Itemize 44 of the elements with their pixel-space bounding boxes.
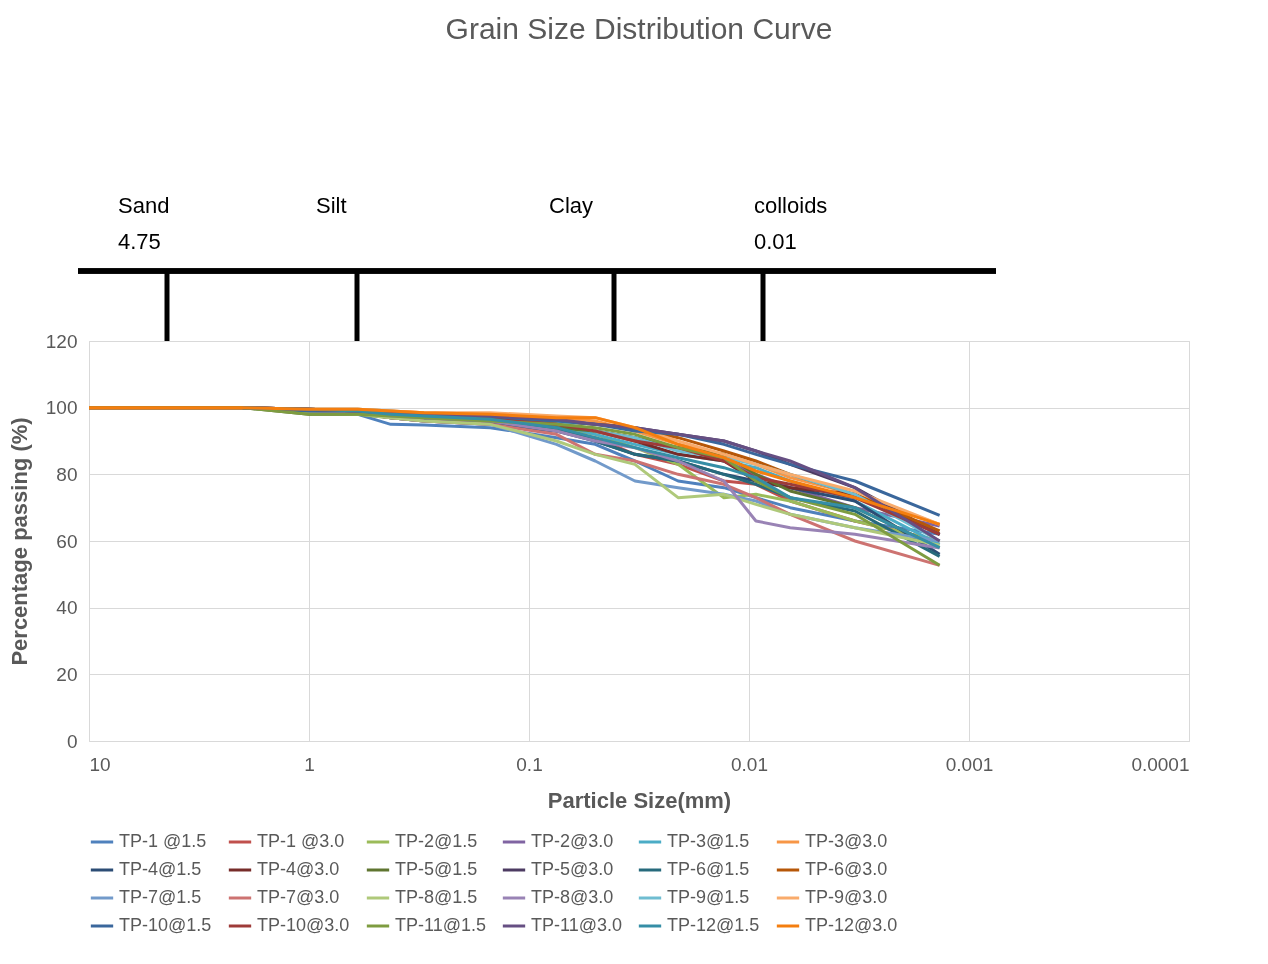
legend-label: TP-5@3.0: [531, 859, 614, 879]
legend-label: TP-3@1.5: [667, 831, 750, 851]
legend-label: TP-7@1.5: [119, 887, 202, 907]
legend-label: TP-4@1.5: [119, 859, 202, 879]
legend-label: TP-5@1.5: [395, 859, 478, 879]
y-tick-label: 80: [56, 463, 78, 485]
x-tick-label: 0.001: [945, 753, 994, 775]
text: Sand 4.75: [118, 193, 170, 254]
legend-label: TP-10@1.5: [119, 915, 212, 935]
text: colloids 0.01: [754, 193, 828, 254]
x-tick-label: 0.0001: [1131, 753, 1190, 775]
x-tick-label: 1: [304, 753, 315, 775]
y-tick-label: 100: [45, 397, 78, 419]
legend-label: TP-1 @1.5: [119, 831, 207, 851]
x-tick-label: 10: [89, 753, 111, 775]
legend-label: TP-9@3.0: [805, 887, 888, 907]
legend-label: TP-6@1.5: [667, 859, 750, 879]
y-tick-label: 40: [56, 597, 78, 619]
x-tick-label: 0.01: [731, 753, 768, 775]
legend-label: TP-10@3.0: [257, 915, 350, 935]
text: Silt: [316, 193, 347, 218]
legend-label: TP-2@1.5: [395, 831, 478, 851]
legend-label: TP-1 @3.0: [257, 831, 345, 851]
legend-label: TP-6@3.0: [805, 859, 888, 879]
legend-label: TP-8@1.5: [395, 887, 478, 907]
y-tick-label: 0: [66, 730, 78, 752]
legend-label: TP-12@1.5: [667, 915, 760, 935]
x-tick-label: 0.1: [516, 753, 543, 775]
legend-label: TP-11@1.5: [395, 915, 486, 935]
x-axis-title: Particle Size(mm): [547, 787, 732, 813]
legend-label: TP-7@3.0: [257, 887, 340, 907]
y-tick-label: 120: [45, 330, 78, 352]
legend-label: TP-3@3.0: [805, 831, 888, 851]
chart-title: Grain Size Distribution Curve: [445, 12, 833, 45]
y-tick-label: 60: [56, 530, 78, 552]
y-tick-label: 20: [56, 663, 78, 685]
legend-label: TP-8@3.0: [531, 887, 614, 907]
legend-label: TP-9@1.5: [667, 887, 750, 907]
legend-label: TP-2@3.0: [531, 831, 614, 851]
text: Clay: [549, 193, 594, 218]
legend-label: TP-4@3.0: [257, 859, 340, 879]
y-axis-title: Percentage passing (%): [6, 417, 32, 666]
legend-label: TP-11@3.0: [531, 915, 622, 935]
legend-label: TP-12@3.0: [805, 915, 898, 935]
